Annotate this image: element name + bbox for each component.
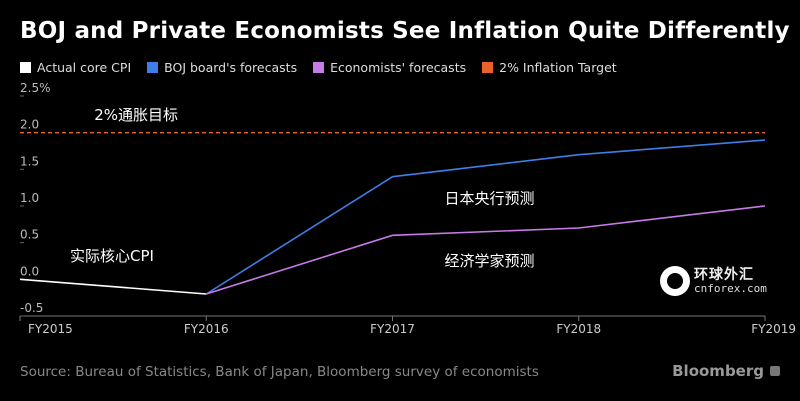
legend-swatch-actual-cpi: [20, 62, 31, 73]
x-tick-label: FY2019: [751, 322, 796, 336]
legend-swatch-inflation-target: [482, 62, 494, 73]
legend-swatch-boj-forecasts: [147, 62, 159, 73]
x-tick-label: FY2018: [556, 322, 601, 336]
cnforex-logo-icon: [660, 266, 690, 296]
legend: Actual core CPI BOJ board's forecasts Ec…: [20, 60, 617, 75]
watermark-cn: 环球外汇: [694, 266, 754, 283]
y-tick-label: 2.0: [20, 118, 39, 132]
legend-item-boj-forecasts: BOJ board's forecasts: [147, 60, 297, 75]
watermark: 环球外汇 cnforex.com: [660, 266, 767, 296]
series-line-actual-core-cpi: [19, 278, 207, 295]
legend-item-actual-cpi: Actual core CPI: [20, 60, 131, 75]
watermark-en: cnforex.com: [694, 281, 767, 295]
annotation-label: 实际核心CPI: [70, 247, 154, 265]
annotation-label: 经济学家预测: [445, 252, 535, 270]
y-tick-label: 2.5%: [20, 81, 51, 95]
legend-item-inflation-target: 2% Inflation Target: [482, 60, 617, 75]
bloomberg-logo: Bloomberg: [672, 362, 764, 380]
series-line-economists-forecasts: [206, 205, 766, 295]
y-tick-label: 1.5: [20, 154, 39, 168]
y-tick-label: 1.0: [20, 191, 39, 205]
legend-label-inflation-target: 2% Inflation Target: [499, 60, 617, 75]
y-tick-label: 0.5: [20, 228, 39, 242]
x-tick-label: FY2017: [370, 322, 415, 336]
legend-item-economists-forecasts: Economists' forecasts: [313, 60, 466, 75]
legend-label-boj-forecasts: BOJ board's forecasts: [164, 60, 298, 75]
legend-swatch-economists-forecasts: [313, 62, 325, 73]
chart-title: BOJ and Private Economists See Inflation…: [20, 18, 790, 44]
y-tick-label: 0.0: [20, 264, 39, 278]
legend-label-economists-forecasts: Economists' forecasts: [330, 60, 467, 75]
x-tick-label: FY2015: [28, 322, 73, 336]
x-tick-label: FY2016: [184, 322, 229, 336]
y-tick-label: -0.5: [20, 301, 43, 315]
annotation-label: 2%通胀目标: [94, 106, 178, 124]
series-line-boj-board-s-forecasts: [205, 139, 766, 295]
annotation-label: 日本央行预测: [445, 189, 535, 207]
source-note: Source: Bureau of Statistics, Bank of Ja…: [20, 364, 539, 380]
bloomberg-mark-icon: [770, 366, 780, 376]
legend-label-actual-cpi: Actual core CPI: [37, 60, 132, 75]
